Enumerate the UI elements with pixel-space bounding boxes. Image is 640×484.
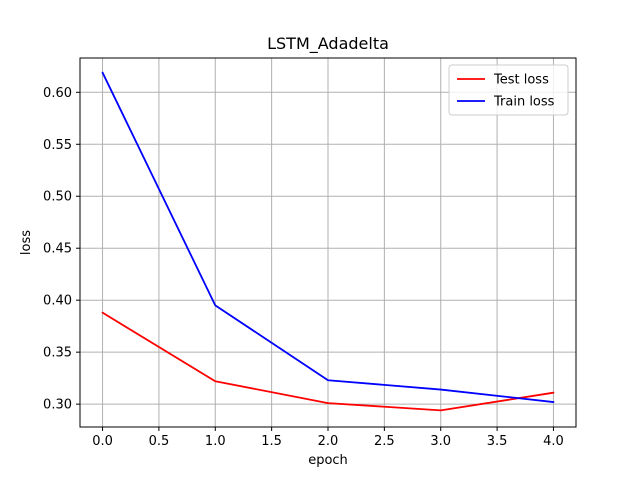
x-axis-label: epoch [308,453,348,468]
chart-title: LSTM_Adadelta [267,34,389,54]
legend-label-train-loss: Train loss [493,95,555,110]
y-tick-label: 0.40 [43,294,72,309]
x-tick-label: 2.0 [318,434,339,449]
y-tick-label: 0.45 [43,242,72,257]
y-tick-label: 0.30 [43,398,72,413]
y-axis-label: loss [19,230,34,255]
x-tick-label: 0.0 [92,434,113,449]
train-loss-line [101,71,555,403]
x-tick-label: 1.5 [261,434,282,449]
x-tick-label: 1.0 [205,434,226,449]
y-tick-label: 0.35 [43,346,72,361]
x-tick-label: 2.5 [374,434,395,449]
grid-lines [80,58,576,427]
x-tick-label: 4.0 [543,434,564,449]
test-loss-line [101,311,555,412]
legend-box [448,64,569,116]
series-lines [101,71,555,412]
y-tick-label: 0.50 [43,190,72,205]
x-tick-label: 3.0 [430,434,451,449]
legend-label-test-loss: Test loss [493,73,549,88]
legend: Test loss Train loss [448,64,569,116]
y-tick-label: 0.60 [43,86,72,101]
x-tick-label: 0.5 [149,434,170,449]
x-axis-ticks: 0.0 0.5 1.0 1.5 2.0 2.5 3.0 3.5 4.0 [92,427,564,449]
y-tick-label: 0.55 [43,138,72,153]
y-axis-ticks: 0.30 0.35 0.40 0.45 0.50 0.55 0.60 [43,86,80,413]
x-tick-label: 3.5 [487,434,508,449]
